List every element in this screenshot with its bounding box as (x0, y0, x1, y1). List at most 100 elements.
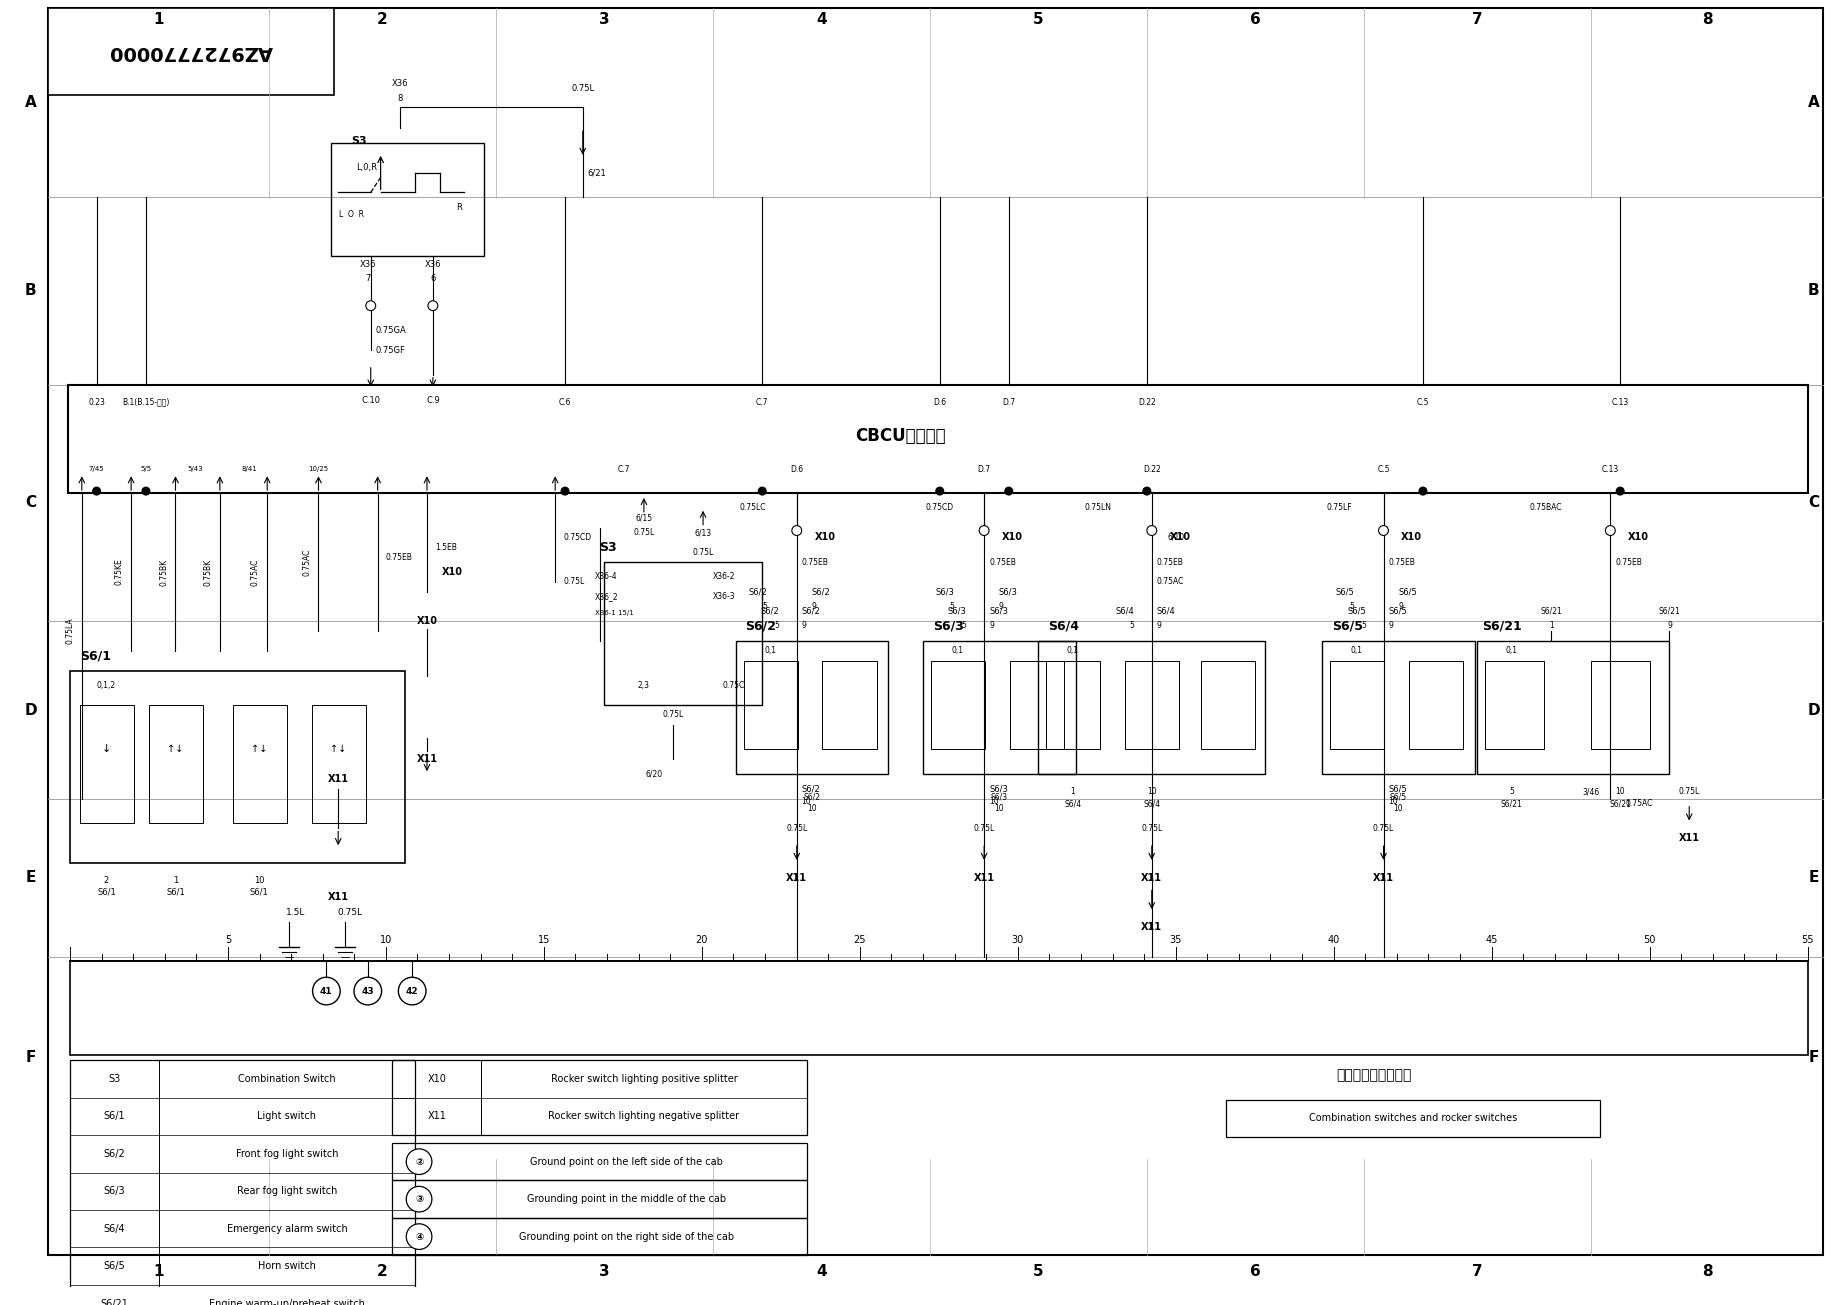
Text: C.5: C.5 (1377, 465, 1390, 474)
Circle shape (1143, 487, 1151, 495)
Text: S6/3: S6/3 (988, 607, 1009, 616)
Text: 5: 5 (774, 621, 778, 630)
Text: 5: 5 (1129, 621, 1134, 630)
Circle shape (406, 1148, 431, 1174)
Bar (1322, 641, 1475, 774)
Text: 0.75CD: 0.75CD (926, 504, 953, 513)
Text: S6/2: S6/2 (760, 607, 778, 616)
Bar (149, 705, 203, 823)
Text: 10: 10 (988, 797, 999, 806)
Bar (332, 144, 485, 256)
Text: 0.75L: 0.75L (1141, 823, 1162, 833)
Text: 0.75GA: 0.75GA (376, 326, 406, 335)
Circle shape (979, 526, 988, 535)
Text: CBCU控制单元: CBCU控制单元 (856, 427, 946, 445)
Text: 5/5: 5/5 (140, 466, 151, 472)
Circle shape (1420, 487, 1427, 495)
Text: D.22: D.22 (1138, 398, 1156, 407)
Text: S6/1: S6/1 (251, 887, 269, 897)
Text: S6/5: S6/5 (103, 1261, 125, 1271)
Text: D.7: D.7 (977, 465, 990, 474)
Bar (393, 1143, 806, 1181)
Text: X36-4: X36-4 (594, 573, 618, 582)
Bar (605, 562, 762, 705)
Text: 0.75L: 0.75L (1374, 823, 1394, 833)
Text: 5: 5 (1033, 12, 1044, 27)
Text: S6/2: S6/2 (802, 784, 821, 793)
Text: S6/2: S6/2 (103, 1148, 125, 1159)
Circle shape (354, 977, 382, 1005)
Text: S6/3: S6/3 (999, 587, 1018, 596)
Text: D.6: D.6 (791, 465, 804, 474)
Circle shape (561, 487, 570, 495)
Text: S6/5: S6/5 (1398, 587, 1416, 596)
Text: D.6: D.6 (933, 398, 946, 407)
Text: F: F (26, 1049, 35, 1065)
Circle shape (935, 487, 944, 495)
Text: 8: 8 (1702, 12, 1713, 27)
Text: 7: 7 (1472, 12, 1483, 27)
Text: 0.75BAC: 0.75BAC (1531, 504, 1562, 513)
Text: S6/3: S6/3 (990, 792, 1007, 801)
Bar (1200, 660, 1256, 749)
Text: 6/10: 6/10 (1167, 532, 1186, 542)
Text: E: E (1809, 870, 1818, 885)
Text: C.9: C.9 (426, 395, 439, 405)
Text: S6/1: S6/1 (79, 650, 111, 662)
Text: 6/21: 6/21 (588, 168, 607, 177)
Text: L,0,R: L,0,R (356, 163, 376, 172)
Text: X36-1 15/1: X36-1 15/1 (594, 611, 632, 616)
Bar (1226, 1100, 1601, 1137)
Text: R: R (457, 202, 463, 211)
Text: Front fog light switch: Front fog light switch (236, 1148, 337, 1159)
Text: 43: 43 (361, 987, 374, 996)
Text: Rear fog light switch: Rear fog light switch (236, 1186, 337, 1197)
Text: 0.75BK: 0.75BK (203, 559, 212, 586)
Text: C: C (1807, 496, 1818, 510)
Text: 4: 4 (817, 1263, 826, 1279)
Text: C.7: C.7 (756, 398, 769, 407)
Text: 0.75L: 0.75L (662, 710, 684, 719)
Bar (70, 1060, 415, 1305)
Text: D: D (24, 702, 37, 718)
Text: Combination Switch: Combination Switch (238, 1074, 336, 1084)
Text: S3: S3 (109, 1074, 120, 1084)
Text: B: B (24, 283, 37, 299)
Text: 0,1: 0,1 (763, 646, 776, 655)
Text: S6/2: S6/2 (802, 607, 821, 616)
Text: S6/3: S6/3 (935, 587, 955, 596)
Text: 5: 5 (961, 621, 966, 630)
Text: F: F (1809, 1049, 1818, 1065)
Text: 10: 10 (806, 804, 817, 813)
Text: 6: 6 (1250, 12, 1261, 27)
Text: X36-3: X36-3 (714, 592, 736, 602)
Text: 55: 55 (1802, 934, 1814, 945)
Circle shape (398, 977, 426, 1005)
Text: 0.75AC: 0.75AC (302, 548, 312, 576)
Text: 8: 8 (398, 94, 404, 103)
Text: 0.75L: 0.75L (337, 908, 363, 916)
Text: S6/21: S6/21 (1610, 799, 1632, 808)
Text: 1.5L: 1.5L (286, 908, 306, 916)
Text: 0.75LA: 0.75LA (66, 617, 74, 645)
Bar (1038, 641, 1265, 774)
Text: S6/3: S6/3 (948, 607, 966, 616)
Text: 0.75EB: 0.75EB (988, 557, 1016, 566)
Text: L  O  R: L O R (339, 210, 363, 219)
Text: Combination switches and rocker switches: Combination switches and rocker switches (1309, 1113, 1518, 1124)
Circle shape (142, 487, 149, 495)
Bar (70, 962, 1807, 1056)
Text: C.13: C.13 (1602, 465, 1619, 474)
Text: X10: X10 (443, 566, 463, 577)
Text: C.7: C.7 (618, 465, 631, 474)
Bar (1409, 660, 1464, 749)
Text: 4: 4 (817, 12, 826, 27)
Text: X11: X11 (1141, 873, 1162, 882)
Text: 5: 5 (1508, 787, 1514, 796)
Text: S6/2: S6/2 (745, 620, 776, 633)
Bar (1330, 660, 1385, 749)
Text: 0.75GF: 0.75GF (376, 346, 406, 355)
Text: S6/5: S6/5 (1389, 784, 1407, 793)
Text: X11: X11 (1141, 921, 1162, 932)
Text: X11: X11 (328, 893, 349, 902)
